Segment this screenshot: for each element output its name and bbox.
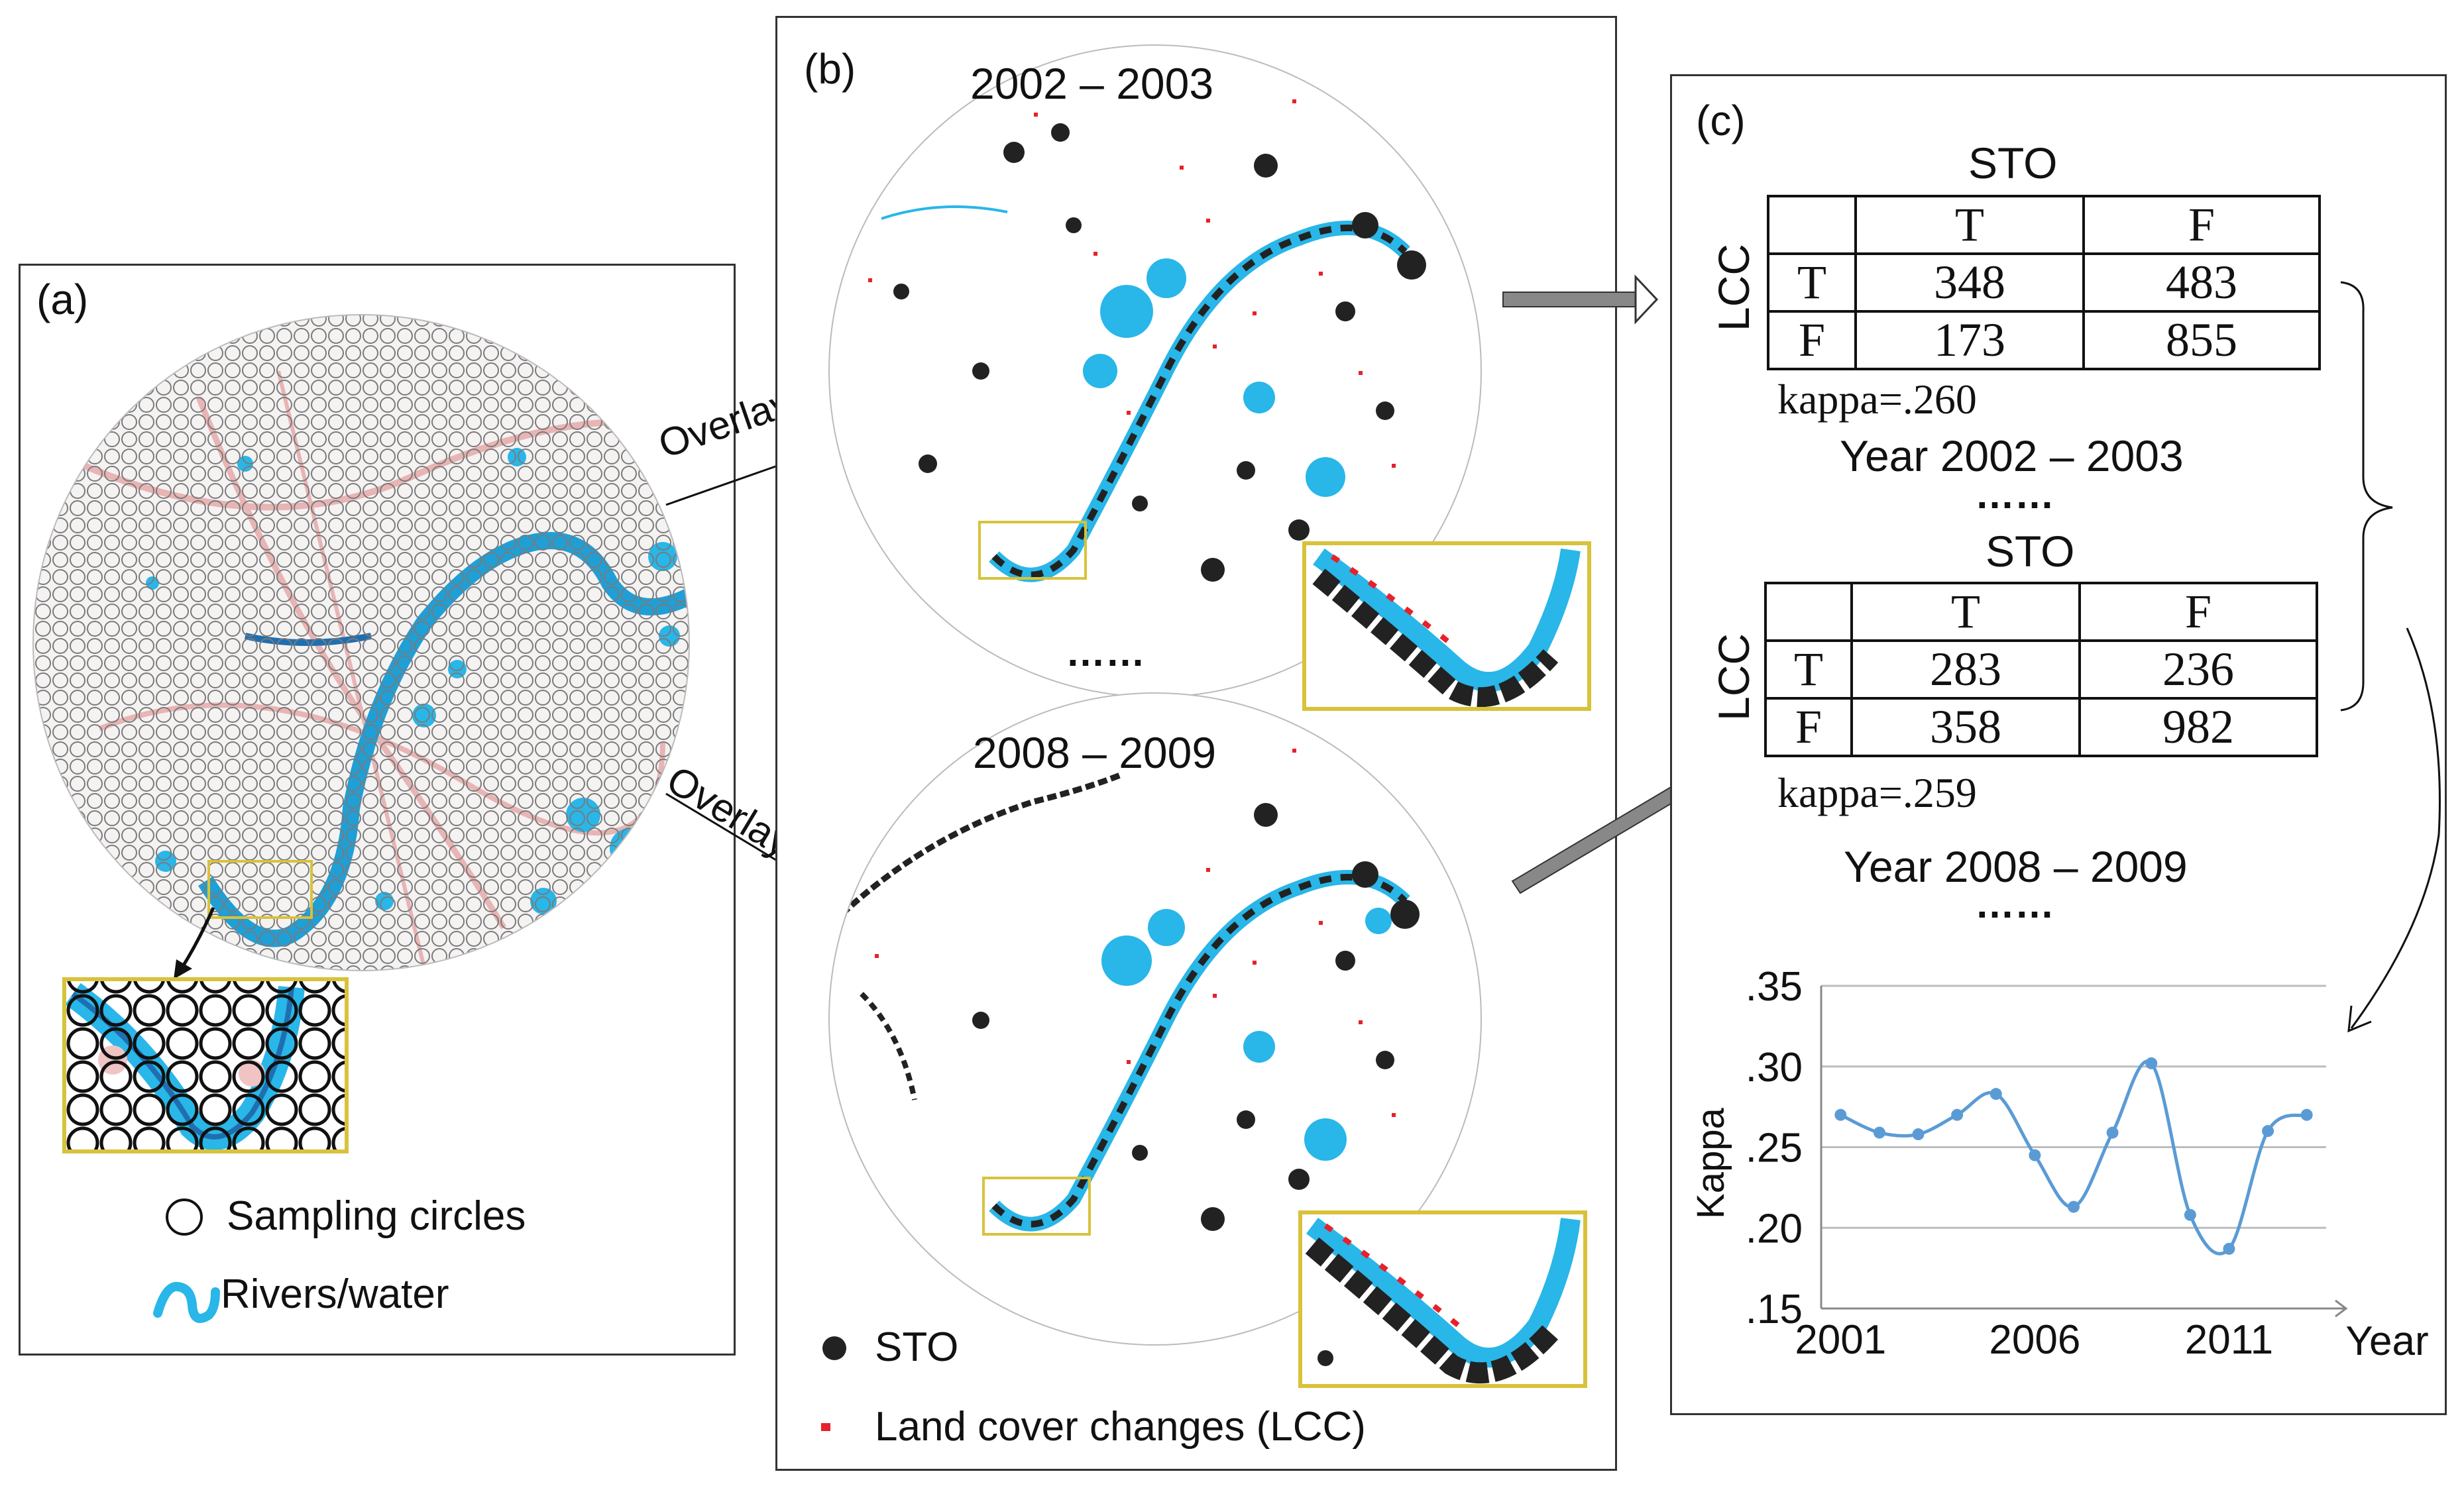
- table1-cell: 348: [1854, 252, 2085, 313]
- table1-corner-cell: [1767, 195, 1857, 255]
- legend-lcc: Land cover changes (LCC): [875, 1404, 1366, 1450]
- table2-year: Year 2008 – 2009: [1844, 842, 2188, 891]
- table1-col-header: F: [2082, 195, 2321, 255]
- x-axis-label: Year: [2345, 1318, 2428, 1364]
- table1-kappa: kappa=.260: [1777, 376, 1977, 423]
- y-tick-label: .25: [1746, 1126, 1803, 1171]
- sampling-map-a: [33, 315, 689, 971]
- table2-row-header: T: [1764, 639, 1853, 700]
- ellipsis-b: ……: [1066, 630, 1145, 674]
- table1-col-header: T: [1854, 195, 2085, 255]
- data-point: [2262, 1125, 2274, 1138]
- legend-sto: STO: [875, 1324, 959, 1370]
- data-point: [1873, 1126, 1885, 1139]
- highlight-box-a: [207, 860, 313, 919]
- sto-legend-icon: [822, 1336, 846, 1360]
- sampling-circle-icon: [166, 1199, 203, 1236]
- table2-col-header: T: [1850, 582, 2081, 642]
- curved-arrow: [2350, 627, 2441, 1029]
- table1-cell: 483: [2082, 252, 2321, 313]
- legend-rivers-water: Rivers/water: [221, 1271, 449, 1317]
- table2-corner-cell: [1764, 582, 1853, 642]
- x-tick-label: 2011: [2185, 1317, 2273, 1363]
- ellipsis-c1: ……: [1975, 472, 2054, 517]
- grouping-brace: [2340, 281, 2393, 712]
- y-tick-label: .15: [1746, 1287, 1803, 1332]
- inset-b2: [1298, 1210, 1587, 1388]
- data-point: [2106, 1126, 2119, 1139]
- data-point: [1951, 1108, 1964, 1121]
- chart-y-label: Kappa: [1689, 1108, 1732, 1219]
- data-point: [2145, 1057, 2158, 1069]
- sto-lcc-map-2: [829, 693, 1481, 1345]
- y-tick-label: .20: [1746, 1206, 1803, 1252]
- table2-cell: 358: [1850, 697, 2081, 757]
- table2-kappa: kappa=.259: [1777, 769, 1977, 816]
- inset-a: [62, 977, 349, 1153]
- inset-b1: [1302, 541, 1591, 711]
- table2-row-header: F: [1764, 697, 1853, 757]
- lcc-legend-icon: [821, 1423, 830, 1431]
- table1-title: STO: [1968, 138, 2058, 187]
- y-tick-label: .30: [1746, 1045, 1803, 1091]
- y-tick-label: .35: [1746, 964, 1803, 1010]
- highlight-box-b2: [982, 1177, 1091, 1236]
- map2-period: 2008 – 2009: [973, 728, 1217, 777]
- data-point: [2223, 1242, 2235, 1255]
- panel-b-label: (b): [804, 45, 856, 93]
- x-tick-label: 2001: [1795, 1317, 1886, 1363]
- data-point: [1912, 1128, 1925, 1141]
- table2-cell: 236: [2078, 639, 2318, 700]
- legend-sampling-circles: Sampling circles: [227, 1193, 526, 1239]
- map1-period: 2002 – 2003: [970, 59, 1214, 108]
- table2-cell: 283: [1850, 639, 2081, 700]
- data-point: [2184, 1208, 2196, 1221]
- data-point: [2029, 1149, 2041, 1161]
- data-point: [1834, 1108, 1847, 1121]
- x-tick-label: 2006: [1989, 1317, 2080, 1363]
- data-point: [2068, 1200, 2080, 1213]
- data-point: [2300, 1108, 2313, 1121]
- panel-c-label: (c): [1696, 97, 1746, 144]
- river-legend-icon: [153, 1282, 220, 1323]
- table1-year: Year 2002 – 2003: [1840, 431, 2184, 480]
- table1-cell: 855: [2082, 310, 2321, 370]
- ellipsis-c2: ……: [1975, 882, 2054, 926]
- panel-a-label: (a): [36, 276, 89, 323]
- table2-cell: 982: [2078, 697, 2318, 757]
- table1-row-header: T: [1767, 252, 1857, 313]
- contingency-table-1: T F T 348 483 F 173 855: [1767, 195, 2321, 370]
- highlight-box-b1: [978, 521, 1087, 580]
- table2-col-header: F: [2078, 582, 2318, 642]
- x-axis-arrowhead: [2335, 1299, 2348, 1318]
- table1-row-header: F: [1767, 310, 1857, 370]
- table1-cell: 173: [1854, 310, 2085, 370]
- data-point: [1989, 1088, 2002, 1100]
- arrow-to-table1: [1502, 274, 1659, 325]
- kappa-series-line: [1840, 1059, 2308, 1255]
- contingency-table-2: T F T 283 236 F 358 982: [1764, 582, 2318, 757]
- table2-title: STO: [1986, 527, 2075, 576]
